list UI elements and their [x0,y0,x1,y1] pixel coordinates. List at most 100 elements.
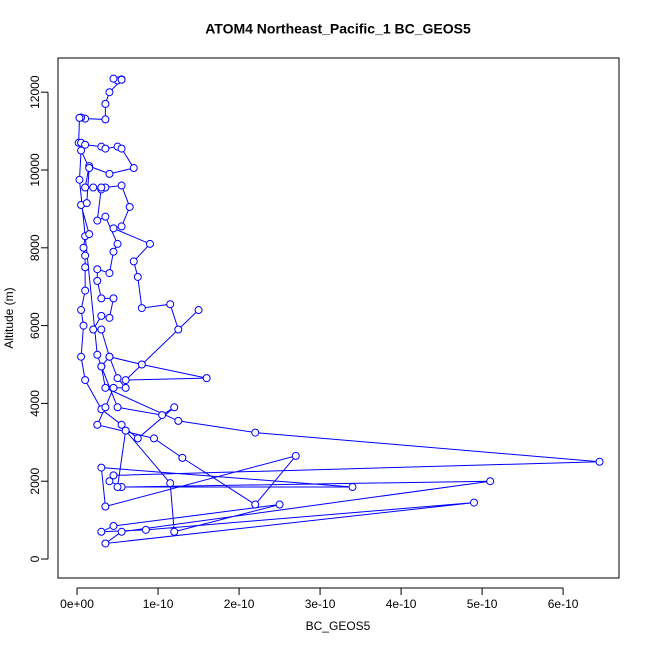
data-point [117,527,126,536]
data-point [101,212,110,221]
data-point [101,144,110,153]
data-point [109,294,118,303]
data-point [113,483,122,492]
data-point [79,321,88,330]
x-tick-label: 1e-10 [143,597,174,611]
data-point [166,300,175,309]
data-point [89,183,98,192]
data-point [291,451,300,460]
data-point [85,230,94,239]
y-tick-label: 2000 [28,468,42,495]
data-point [85,164,94,173]
data-point [129,257,138,266]
data-point [101,99,110,108]
y-tick-label: 8000 [28,234,42,261]
data-point [97,463,106,472]
y-tick-label: 6000 [28,312,42,339]
data-point [77,352,86,361]
data-point [174,416,183,425]
data-point [125,202,134,211]
data-point [251,428,260,437]
data-point [595,457,604,466]
data-point [93,265,102,274]
data-point [97,183,106,192]
data-point [117,181,126,190]
data-point [105,88,114,97]
data-point [121,426,130,435]
data-point [117,75,126,84]
data-point [97,311,106,320]
data-point [79,243,88,252]
data-point [75,113,84,122]
data-point [133,434,142,443]
data-point [101,403,110,412]
data-point [117,144,126,153]
x-axis-label: BC_GEOS5 [306,619,371,633]
data-point [121,383,130,392]
data-point [93,350,102,359]
data-point [194,306,203,315]
data-point [149,434,158,443]
y-tick-label: 10000 [28,153,42,187]
data-point [101,115,110,124]
data-point [109,224,118,233]
plot-frame [57,57,620,579]
data-point [145,239,154,248]
data-point [348,483,357,492]
data-point [109,521,118,530]
data-point [113,239,122,248]
data-line [78,78,600,545]
y-tick-label: 0 [28,555,42,562]
data-point [158,411,167,420]
data-point [89,325,98,334]
data-point [93,276,102,285]
data-point [251,500,260,509]
data-point [121,376,130,385]
data-point [109,383,118,392]
data-point [109,471,118,480]
data-point [81,263,90,272]
data-point [117,222,126,231]
data-point [97,294,106,303]
data-point [166,479,175,488]
data-point [202,374,211,383]
data-point [141,525,150,534]
data-point [97,362,106,371]
data-point [105,269,114,278]
data-point [170,403,179,412]
data-point [117,420,126,429]
data-point [170,527,179,536]
x-tick-label: 5e-10 [467,597,498,611]
data-point [75,175,84,184]
data-point [174,325,183,334]
data-point [81,183,90,192]
data-point [105,352,114,361]
data-point [109,74,118,83]
y-tick-label: 12000 [28,75,42,109]
x-tick-label: 4e-10 [386,597,417,611]
data-point [81,286,90,295]
data-point [113,374,122,383]
data-point [97,325,106,334]
data-point [82,199,91,208]
data-point [275,500,284,509]
data-point [105,477,114,486]
data-point [178,453,187,462]
x-tick-label: 0e+00 [60,597,94,611]
chart-title: ATOM4 Northeast_Pacific_1 BC_GEOS5 [205,21,471,37]
x-tick-label: 3e-10 [305,597,336,611]
y-axis-label: Altitude (m) [2,287,16,348]
data-point [129,164,138,173]
y-tick-label: 4000 [28,390,42,417]
data-point [93,420,102,429]
data-point [109,247,118,256]
data-point [81,376,90,385]
data-point [486,477,495,486]
data-point [97,527,106,536]
data-point [81,251,90,260]
data-point [105,313,114,322]
data-point [137,304,146,313]
data-point [469,498,478,507]
